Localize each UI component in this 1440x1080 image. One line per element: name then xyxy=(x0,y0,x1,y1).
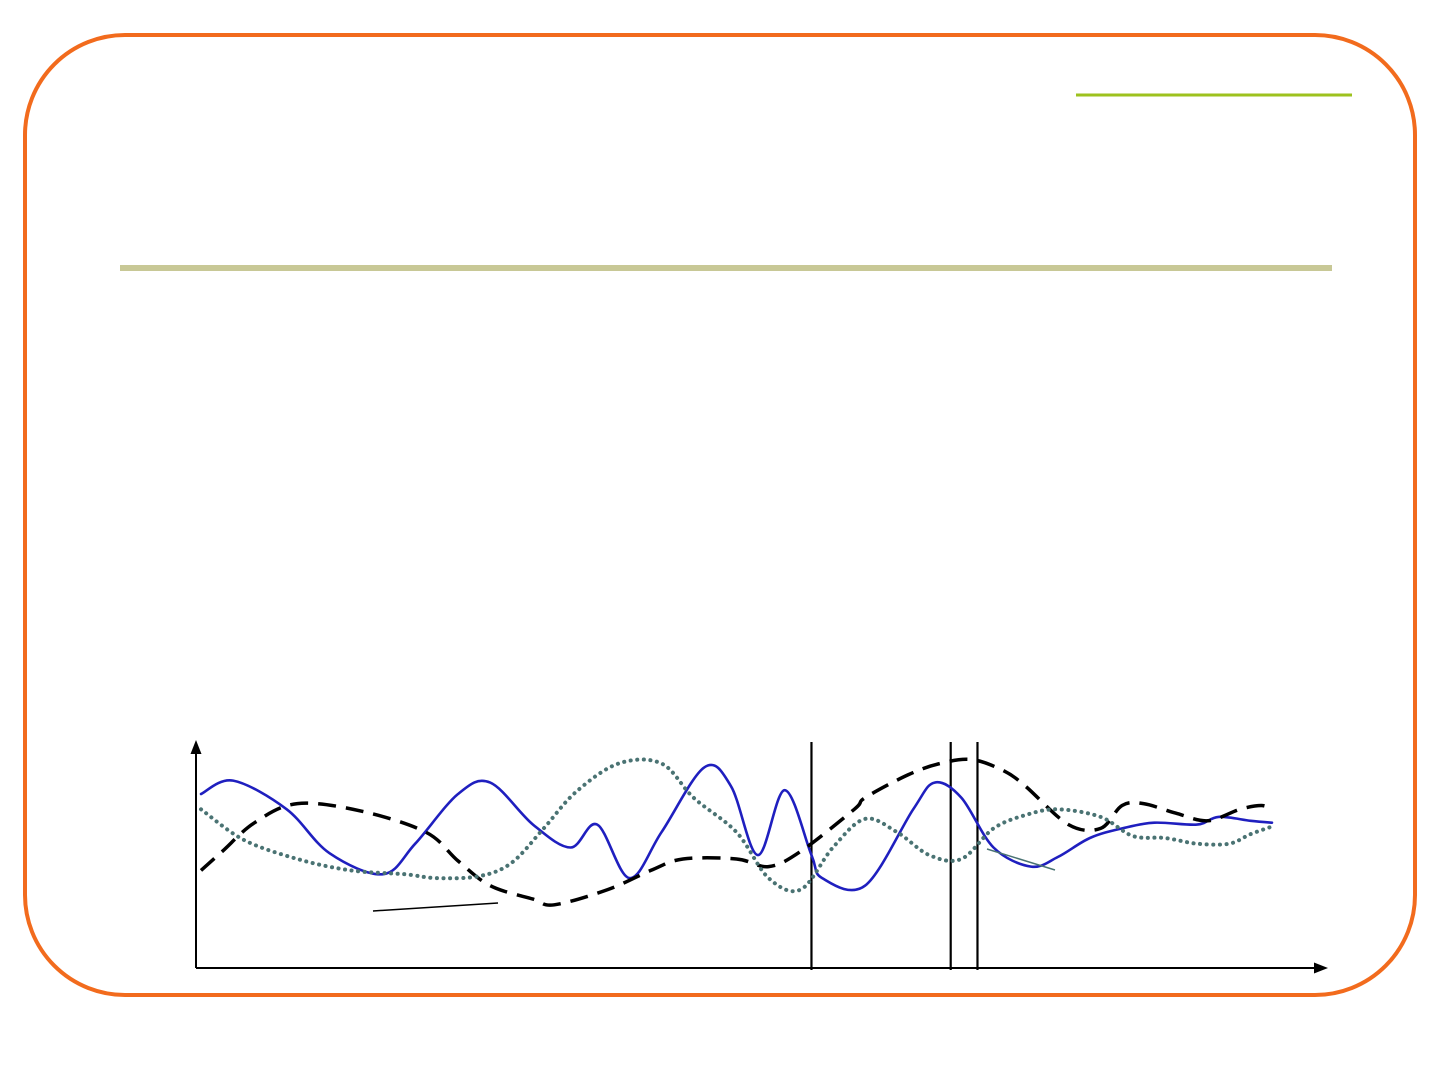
series-layer xyxy=(199,757,1274,907)
series-line-dashed xyxy=(199,757,1273,907)
series-line-solid xyxy=(199,763,1274,892)
slide-border xyxy=(23,33,1417,997)
callout-leader-left xyxy=(372,902,499,912)
y-axis-arrowhead xyxy=(190,740,202,754)
callout-leader-right xyxy=(986,848,1056,871)
series-line-dotted xyxy=(199,757,1274,894)
line-chart xyxy=(190,740,1328,974)
x-axis-arrowhead xyxy=(1314,962,1328,974)
vertical-markers xyxy=(810,742,979,970)
